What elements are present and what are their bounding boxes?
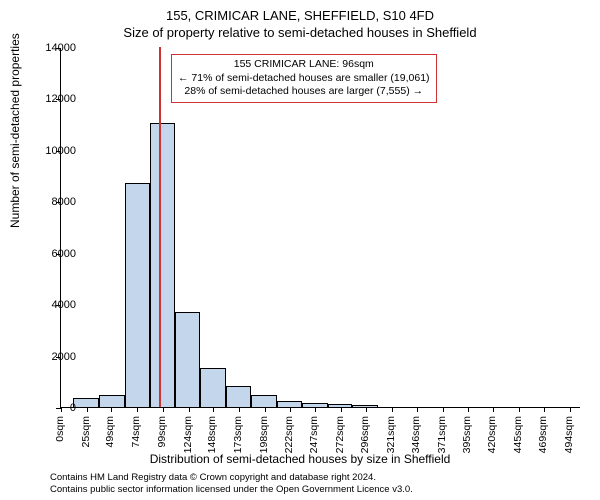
annotation-line: 155 CRIMICAR LANE: 96sqm	[178, 58, 430, 72]
x-tick-label: 124sqm	[182, 416, 194, 453]
y-tick-label: 6000	[40, 248, 76, 260]
histogram-bar	[277, 401, 302, 407]
histogram-bar	[150, 123, 176, 407]
x-tick-label: 420sqm	[486, 416, 498, 453]
footer-line1: Contains HM Land Registry data © Crown c…	[50, 472, 413, 484]
y-tick-label: 10000	[40, 145, 76, 157]
chart-container: 155, CRIMICAR LANE, SHEFFIELD, S10 4FD S…	[0, 0, 600, 500]
x-tick-label: 247sqm	[308, 416, 320, 453]
plot: 155 CRIMICAR LANE: 96sqm← 71% of semi-de…	[60, 48, 580, 408]
x-tick-label: 469sqm	[537, 416, 549, 453]
histogram-bar	[302, 403, 328, 407]
reference-line	[159, 47, 161, 407]
histogram-bar	[73, 398, 99, 407]
histogram-bar	[125, 183, 150, 407]
histogram-bar	[328, 404, 353, 407]
title-main: 155, CRIMICAR LANE, SHEFFIELD, S10 4FD	[0, 0, 600, 23]
x-tick-label: 395sqm	[461, 416, 473, 453]
y-tick-label: 8000	[40, 196, 76, 208]
annotation-box: 155 CRIMICAR LANE: 96sqm← 71% of semi-de…	[171, 54, 437, 103]
x-tick-label: 494sqm	[563, 416, 575, 453]
footer-line2: Contains public sector information licen…	[50, 484, 413, 496]
title-sub: Size of property relative to semi-detach…	[0, 23, 600, 40]
y-tick-label: 2000	[40, 351, 76, 363]
x-tick-label: 25sqm	[80, 416, 92, 448]
y-tick-label: 0	[40, 402, 76, 414]
y-tick-label: 4000	[40, 299, 76, 311]
x-tick-label: 371sqm	[436, 416, 448, 453]
x-tick-label: 74sqm	[130, 416, 142, 448]
x-tick-label: 296sqm	[359, 416, 371, 453]
plot-area: 155 CRIMICAR LANE: 96sqm← 71% of semi-de…	[60, 48, 580, 408]
y-tick-label: 14000	[40, 42, 76, 54]
x-tick-label: 445sqm	[512, 416, 524, 453]
y-axis-label: Number of semi-detached properties	[8, 33, 22, 228]
x-tick-label: 49sqm	[104, 416, 116, 448]
x-tick-label: 346sqm	[410, 416, 422, 453]
histogram-bar	[175, 312, 200, 407]
x-tick-label: 99sqm	[156, 416, 168, 448]
x-tick-label: 272sqm	[334, 416, 346, 453]
x-tick-label: 222sqm	[283, 416, 295, 453]
y-tick-label: 12000	[40, 93, 76, 105]
x-tick-label: 0sqm	[54, 416, 66, 442]
annotation-line: ← 71% of semi-detached houses are smalle…	[178, 72, 430, 86]
x-tick-label: 321sqm	[385, 416, 397, 453]
x-tick-label: 148sqm	[206, 416, 218, 453]
histogram-bar	[251, 395, 277, 407]
annotation-line: 28% of semi-detached houses are larger (…	[178, 85, 430, 99]
histogram-bar	[99, 395, 125, 407]
x-tick-label: 198sqm	[258, 416, 270, 453]
footer: Contains HM Land Registry data © Crown c…	[50, 472, 413, 496]
x-axis-label: Distribution of semi-detached houses by …	[0, 452, 600, 466]
histogram-bar	[200, 368, 226, 407]
x-tick-label: 173sqm	[232, 416, 244, 453]
histogram-bar	[352, 405, 378, 407]
histogram-bar	[226, 386, 252, 407]
